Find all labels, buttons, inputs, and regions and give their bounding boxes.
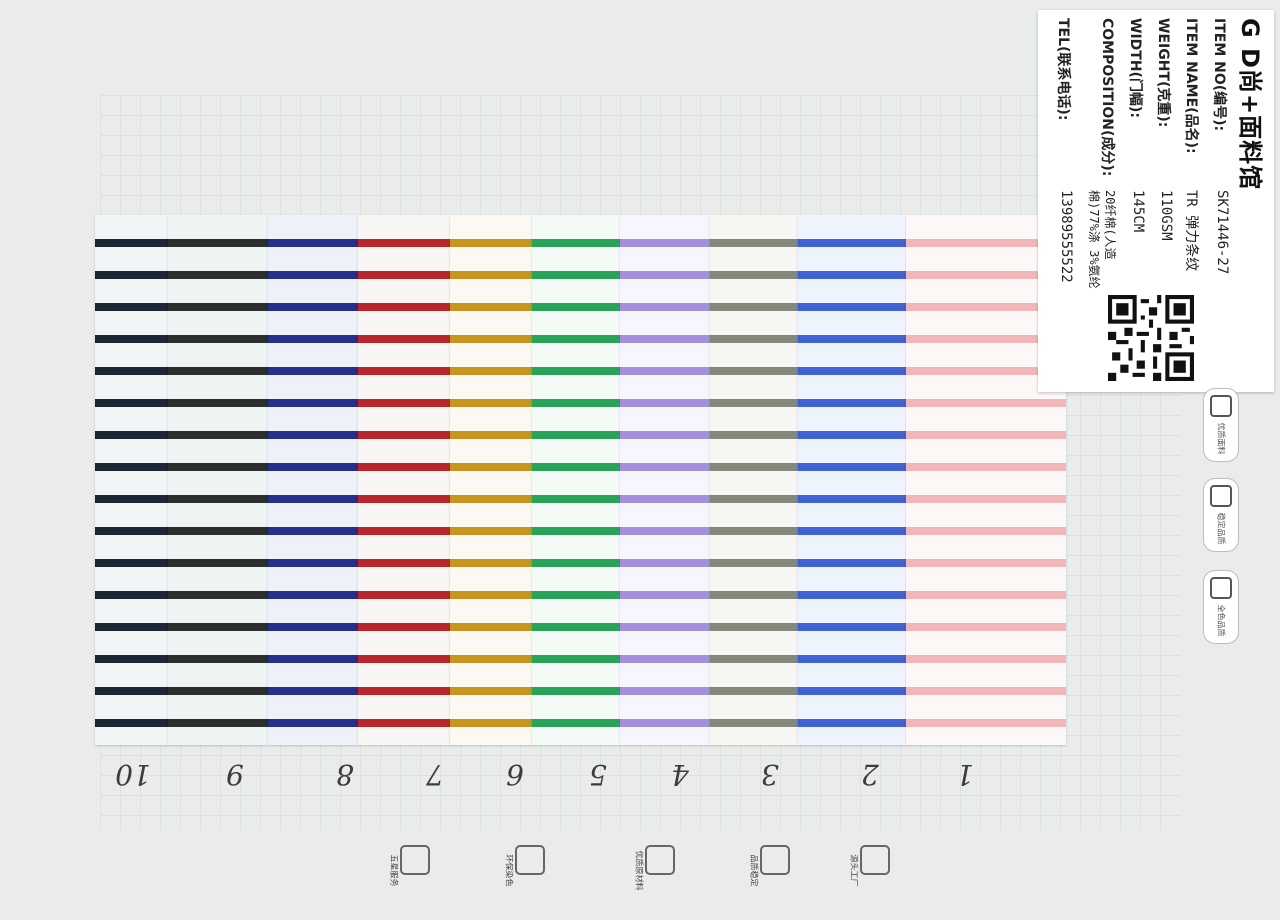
swatch-7 [358, 215, 450, 745]
label-tel-value: 13989555522 [1058, 190, 1074, 283]
label-item-no-name: ITEM NO(编号): [1211, 18, 1227, 132]
bottom-badge-cycle: 优质原材料 [635, 845, 677, 891]
swatch-number-7: 7 [426, 758, 444, 791]
color-icon [1210, 577, 1232, 599]
label-tel-name: TEL(联系电话): [1055, 18, 1071, 121]
label-item-name-value: TR 弹力条纹 [1183, 190, 1199, 272]
swatch-number-6: 6 [506, 758, 524, 791]
diamond-icon [760, 845, 790, 875]
side-badge-quality: 优质面料 [1203, 388, 1239, 462]
swatch-10 [95, 215, 168, 745]
label-item-no-value: SK71446-27 [1214, 190, 1230, 275]
bottom-badge-diamond: 品质稳定 [750, 845, 792, 887]
label-width-value: 145CM [1130, 190, 1146, 233]
swatch-number-5: 5 [589, 758, 607, 791]
side-badge-quality-text: 优质面料 [1216, 422, 1226, 455]
bottom-badge-recycle-text: 环保染色 [504, 854, 514, 887]
swatch-6 [450, 215, 532, 745]
swatch-2 [798, 215, 906, 745]
side-badge-color: 全色品质 [1203, 570, 1239, 644]
swatch-number-10: 10 [115, 758, 151, 791]
factory-icon [860, 845, 890, 875]
swatch-4 [620, 215, 710, 745]
swatch-3 [710, 215, 798, 745]
swatch-number-3: 3 [761, 758, 779, 791]
bottom-badge-cycle-text: 优质原材料 [634, 850, 644, 891]
swatch-number-8: 8 [336, 758, 354, 791]
side-badge-stable-text: 稳定品质 [1216, 512, 1226, 545]
label-weight-value: 110GSM [1158, 190, 1174, 241]
swatch-number-1: 1 [956, 758, 974, 791]
bottom-badge-star: 五星服务 [390, 845, 432, 887]
recycle-icon [515, 845, 545, 875]
star-icon [400, 845, 430, 875]
bottom-badge-diamond-text: 品质稳定 [749, 854, 759, 887]
label-composition-value: 20纤棉(人造棉)77%涤 3%氨纶 [1087, 190, 1117, 289]
label-title: G D尚+面料馆 [1236, 18, 1264, 191]
swatch-number-9: 9 [226, 758, 244, 791]
stable-icon [1210, 485, 1232, 507]
side-badge-color-text: 全色品质 [1216, 604, 1226, 637]
swatch-8 [268, 215, 358, 745]
swatch-number-2: 2 [861, 758, 879, 791]
bottom-badge-factory-text: 源头工厂 [849, 854, 859, 887]
label-width-name: WIDTH(门幅): [1127, 18, 1143, 118]
label-composition-name: COMPOSITION(成分): [1099, 18, 1115, 177]
quality-icon [1210, 395, 1232, 417]
bottom-badge-star-text: 五星服务 [389, 854, 399, 887]
bottom-badge-factory: 源头工厂 [850, 845, 892, 887]
label-item-name-name: ITEM NAME(品名): [1183, 18, 1199, 154]
swatch-number-4: 4 [671, 758, 689, 791]
qr-code-icon [1108, 295, 1194, 381]
swatch-5 [532, 215, 620, 745]
bottom-badge-recycle: 环保染色 [505, 845, 547, 887]
label-weight-name: WEIGHT(克重): [1155, 18, 1171, 128]
side-badge-stable: 稳定品质 [1203, 478, 1239, 552]
product-label-card: G D尚+面料馆 ITEM NO(编号): SK71446-27 ITEM NA… [1038, 10, 1274, 392]
cycle-icon [645, 845, 675, 875]
swatch-9 [168, 215, 268, 745]
